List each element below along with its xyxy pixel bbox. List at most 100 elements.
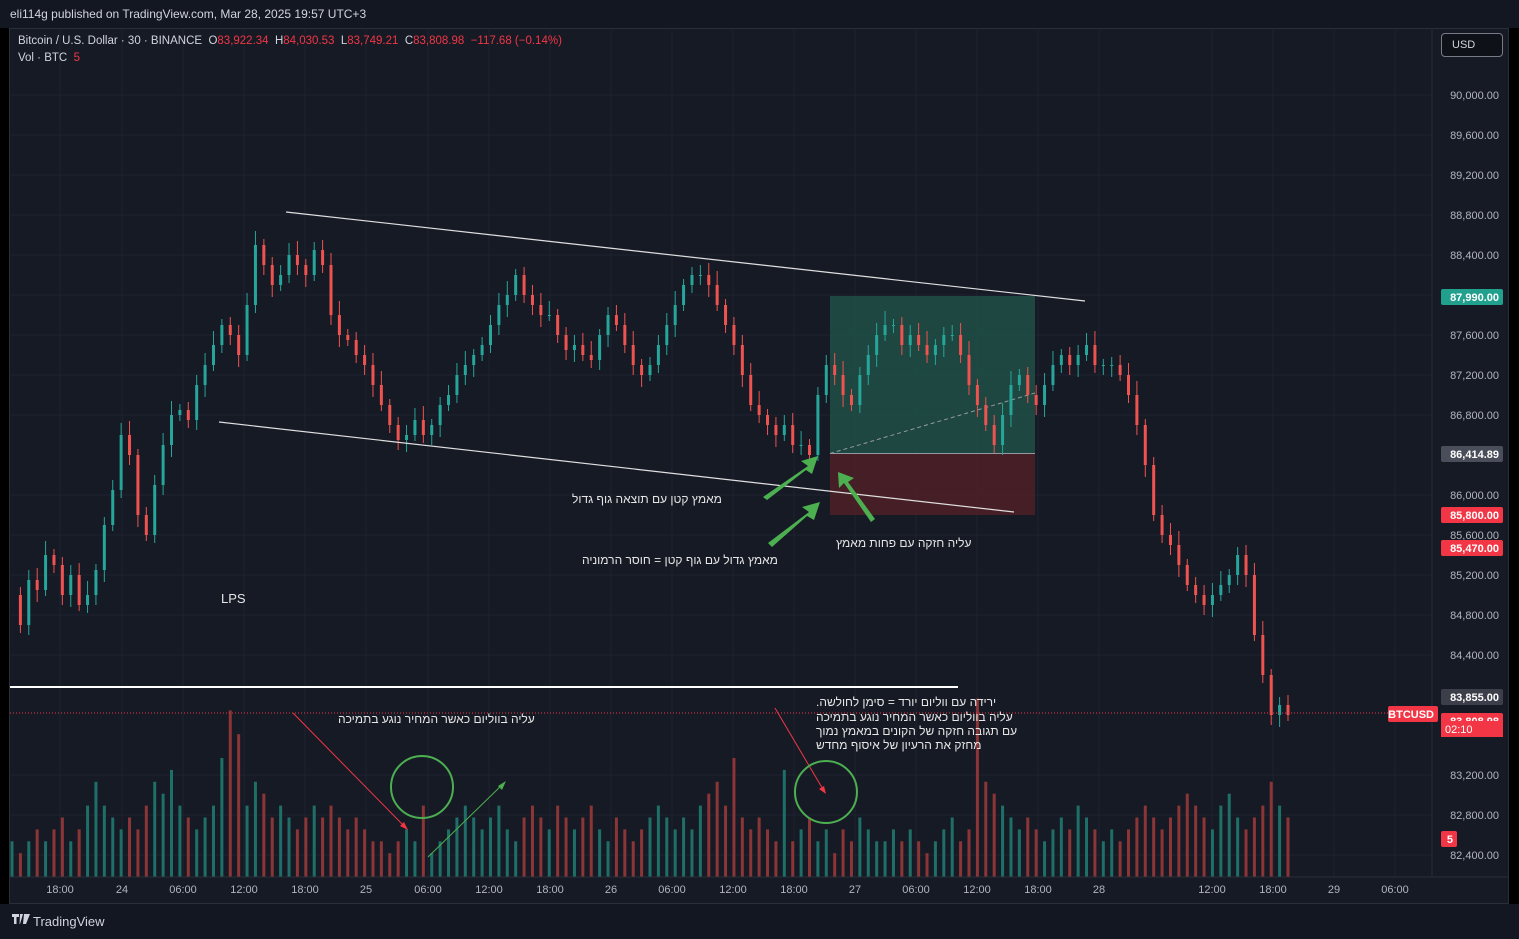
candle-body bbox=[1043, 385, 1047, 405]
volume-bar bbox=[1043, 841, 1047, 877]
time-tick-label: 06:00 bbox=[169, 884, 197, 896]
other-price-tag-bg bbox=[1441, 540, 1503, 556]
candle-body bbox=[690, 275, 694, 285]
candle-body bbox=[1252, 575, 1256, 635]
candle-body bbox=[858, 375, 862, 405]
volume-bar bbox=[447, 829, 451, 877]
candle-body bbox=[1026, 375, 1030, 395]
price-tick-label: 84,400.00 bbox=[1450, 650, 1499, 662]
annotation-note-2: עליה בווליום כאשר המחיר נוגע בתמיכה bbox=[816, 710, 1013, 724]
candle-body bbox=[749, 375, 753, 405]
symbol-legend: Bitcoin / U.S. Dollar · 30 · BINANCE O83… bbox=[18, 35, 562, 47]
volume-bar bbox=[1034, 829, 1038, 877]
volume-bar bbox=[975, 698, 979, 877]
volume-bar bbox=[774, 841, 778, 877]
candle-body bbox=[119, 435, 123, 490]
volume-bar bbox=[438, 841, 442, 877]
currency-button[interactable]: USD bbox=[1441, 33, 1503, 57]
candle-body bbox=[480, 345, 484, 355]
candle-body bbox=[556, 315, 560, 335]
symbol-name[interactable]: Bitcoin / U.S. Dollar · 30 · BINANCE bbox=[18, 35, 203, 47]
volume-label[interactable]: Vol · BTC bbox=[18, 52, 68, 64]
volume-bar bbox=[841, 829, 845, 877]
candle-body bbox=[497, 305, 501, 325]
red-arrow-head-2 bbox=[819, 786, 826, 794]
candle-body bbox=[438, 405, 442, 425]
volume-bar bbox=[1093, 829, 1097, 877]
volume-bar bbox=[44, 841, 48, 877]
volume-bar bbox=[1252, 817, 1256, 877]
green-arrow-3 bbox=[838, 472, 875, 522]
volume-bar bbox=[304, 817, 308, 877]
price-tick-label: 87,600.00 bbox=[1450, 330, 1499, 342]
volume-bar bbox=[1026, 817, 1030, 877]
candle-body bbox=[1076, 355, 1080, 365]
volume-bar bbox=[455, 817, 459, 877]
volume-bar bbox=[1194, 805, 1198, 877]
volume-bar bbox=[925, 853, 929, 877]
candle-body bbox=[715, 285, 719, 305]
candle-body bbox=[295, 255, 299, 265]
volume-bar bbox=[220, 758, 224, 877]
time-tick-label: 24 bbox=[116, 884, 128, 896]
candle-body bbox=[211, 345, 215, 365]
time-tick-label: 12:00 bbox=[1198, 884, 1226, 896]
volume-bar bbox=[530, 805, 534, 877]
candle-body bbox=[917, 335, 921, 345]
volume-bar bbox=[128, 817, 132, 877]
candle-body bbox=[1093, 345, 1097, 365]
volume-bar bbox=[102, 805, 106, 877]
time-tick-label: 12:00 bbox=[719, 884, 747, 896]
time-tick-label: 26 bbox=[605, 884, 617, 896]
volume-bar bbox=[413, 841, 417, 877]
volume-bar bbox=[463, 805, 467, 877]
candle-body bbox=[875, 335, 879, 355]
candle-body bbox=[959, 335, 963, 355]
volume-bar bbox=[547, 829, 551, 877]
candle-body bbox=[270, 265, 274, 285]
candle-body bbox=[312, 250, 316, 275]
candle-body bbox=[18, 595, 22, 625]
change-value: −117.68 (−0.14%) bbox=[470, 35, 562, 47]
green-arrow-1 bbox=[763, 456, 818, 500]
volume-bar bbox=[77, 829, 81, 877]
volume-bar bbox=[1143, 805, 1147, 877]
candle-body bbox=[1017, 375, 1021, 385]
footer-brand: TradingView bbox=[33, 914, 105, 929]
time-tick-label: 25 bbox=[360, 884, 372, 896]
volume-bar bbox=[388, 853, 392, 877]
candle-body bbox=[1210, 595, 1214, 605]
volume-bar bbox=[170, 769, 173, 877]
time-tick-label: 18:00 bbox=[46, 884, 74, 896]
publish-info: eli114g published on TradingView.com, Ma… bbox=[10, 7, 367, 21]
candle-body bbox=[253, 245, 257, 305]
price-tick-label: 90,000.00 bbox=[1450, 90, 1499, 102]
candle-body bbox=[321, 250, 325, 265]
candle-body bbox=[992, 425, 996, 445]
volume-bar bbox=[799, 829, 803, 877]
volume-bar bbox=[648, 817, 652, 877]
volume-bar bbox=[849, 841, 853, 877]
volume-bar bbox=[984, 781, 988, 877]
candle-body bbox=[195, 385, 199, 420]
volume-bar bbox=[656, 805, 660, 877]
volume-bar bbox=[539, 817, 543, 877]
volume-bar bbox=[270, 817, 274, 877]
candle-body bbox=[891, 325, 895, 326]
volume-bar bbox=[1076, 805, 1080, 877]
time-tick-label: 27 bbox=[849, 884, 861, 896]
candle-body bbox=[371, 365, 375, 385]
volume-bar bbox=[69, 841, 73, 877]
candle-body bbox=[673, 305, 677, 325]
price-tick-label: 86,800.00 bbox=[1450, 410, 1499, 422]
candle-body bbox=[942, 335, 946, 345]
candle-body bbox=[86, 595, 90, 605]
volume-bar bbox=[35, 829, 39, 877]
candle-body bbox=[908, 335, 912, 345]
time-tick-label: 12:00 bbox=[963, 884, 991, 896]
candle-body bbox=[262, 245, 266, 265]
candle-body bbox=[346, 335, 350, 340]
volume-bar bbox=[1009, 817, 1013, 877]
chart-frame[interactable] bbox=[9, 28, 1509, 904]
